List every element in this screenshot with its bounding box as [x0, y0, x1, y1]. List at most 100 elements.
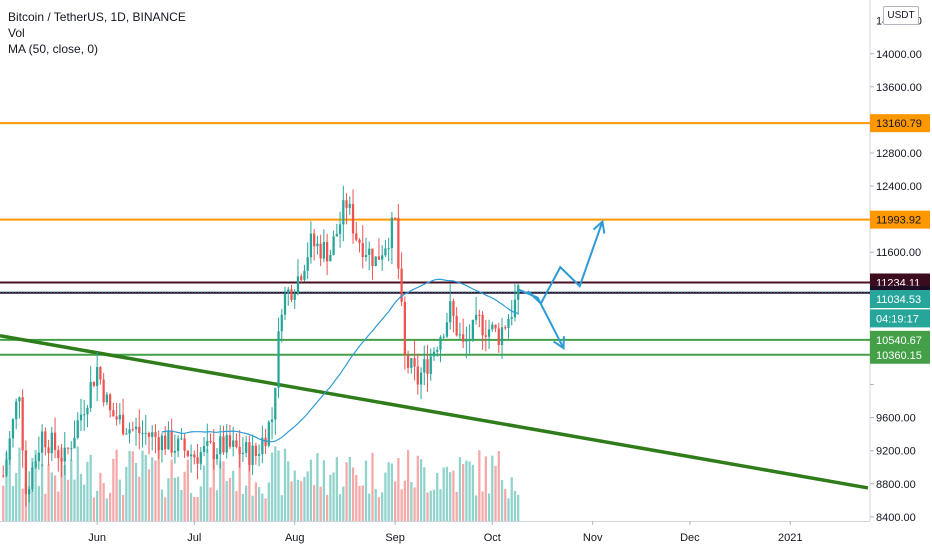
- candle-body: [481, 314, 484, 336]
- volume-bar: [264, 498, 267, 521]
- volume-bar: [118, 479, 121, 521]
- volume-bar: [445, 466, 449, 521]
- candle-body: [452, 301, 455, 316]
- candle-body: [462, 334, 465, 342]
- volume-bar: [465, 460, 468, 521]
- volume-bar: [423, 467, 426, 521]
- candle-body: [131, 429, 134, 431]
- candle-body: [507, 319, 510, 329]
- x-tick-label-jun: Jun: [88, 532, 106, 544]
- candle-body: [173, 450, 177, 453]
- candle-body: [5, 459, 8, 476]
- volume-bar: [225, 480, 228, 521]
- candle-body: [102, 379, 105, 403]
- volume-bar: [138, 476, 141, 521]
- volume-bar: [245, 485, 248, 521]
- candle-body: [471, 319, 474, 341]
- volume-bar: [144, 454, 147, 521]
- volume-bar: [105, 498, 109, 521]
- candle-body: [50, 432, 53, 454]
- volume-bar: [387, 462, 390, 521]
- candle-body: [351, 203, 355, 234]
- x-tick-label-2021: 2021: [778, 532, 802, 544]
- price-label-tag: [870, 345, 930, 364]
- volume-bar: [403, 480, 406, 521]
- candle-body: [280, 314, 283, 332]
- candle-body: [160, 435, 164, 451]
- price-label-text: 11034.53: [876, 294, 921, 306]
- candle-body: [232, 440, 235, 447]
- volume-bar: [5, 452, 8, 521]
- volume-bar: [189, 492, 193, 521]
- volume-bar: [471, 465, 474, 521]
- candle-body: [413, 358, 416, 367]
- candle-body: [432, 351, 436, 357]
- volume-bar: [513, 490, 517, 521]
- candle-body: [199, 452, 202, 464]
- volume-bar: [439, 489, 442, 521]
- volume-bar: [248, 447, 251, 521]
- price-label-tag: [870, 114, 930, 133]
- candle-body: [228, 435, 232, 447]
- candle-body: [442, 336, 445, 338]
- currency-button[interactable]: USDT: [883, 6, 919, 25]
- volume-bar: [325, 494, 329, 521]
- candle-body: [34, 461, 37, 468]
- price-label-tag: [870, 309, 930, 328]
- candle-body: [445, 322, 449, 337]
- volume-bar: [293, 470, 296, 521]
- candle-body: [128, 429, 131, 434]
- candle-body: [487, 329, 491, 337]
- candle-body: [164, 435, 167, 450]
- candle-body: [491, 324, 494, 330]
- volume-bar: [222, 461, 225, 521]
- volume-bars: [2, 446, 520, 521]
- candle-body: [277, 331, 280, 388]
- legend-volume: Vol: [8, 26, 25, 40]
- volume-bar: [345, 462, 348, 521]
- candle-body: [245, 442, 248, 453]
- volume-bar: [11, 486, 15, 521]
- volume-bar: [180, 489, 183, 521]
- candle-body: [86, 407, 89, 415]
- candle-body: [28, 489, 31, 495]
- candle-body: [474, 314, 478, 320]
- candle-body: [478, 314, 481, 316]
- candle-body: [215, 454, 219, 460]
- candle-body: [293, 293, 296, 300]
- candle-body: [89, 381, 92, 408]
- volume-bar: [390, 463, 394, 521]
- candle-body: [322, 242, 326, 259]
- volume-bar: [381, 492, 384, 521]
- trendline: [0, 334, 869, 490]
- y-tick-label: 9600.00: [876, 413, 916, 425]
- volume-bar: [99, 472, 102, 521]
- candle-body: [510, 317, 513, 320]
- volume-bar: [108, 492, 112, 521]
- projection-path-down: [517, 288, 565, 349]
- volume-bar: [436, 472, 439, 521]
- volume-bar: [92, 497, 96, 521]
- candle-body: [439, 337, 442, 350]
- y-tick-label: 13600.00: [876, 82, 922, 94]
- candle-body: [170, 430, 173, 453]
- volume-bar: [497, 451, 500, 521]
- candle-body: [303, 270, 306, 280]
- candle-body: [79, 414, 83, 421]
- volume-bar: [70, 459, 73, 521]
- candle-body: [108, 394, 112, 411]
- volume-bar: [167, 478, 170, 521]
- volume-bar: [251, 495, 254, 521]
- candle-body: [329, 254, 332, 262]
- volume-bar: [478, 450, 481, 521]
- candle-body: [8, 438, 11, 460]
- volume-bar: [73, 479, 76, 521]
- price-label-text: 10540.67: [876, 335, 922, 347]
- candle-body: [300, 276, 303, 280]
- volume-bar: [112, 458, 115, 521]
- volume-bar: [426, 492, 429, 521]
- volume-bar: [455, 491, 458, 521]
- volume-bar: [241, 493, 245, 521]
- candle-body: [374, 256, 377, 267]
